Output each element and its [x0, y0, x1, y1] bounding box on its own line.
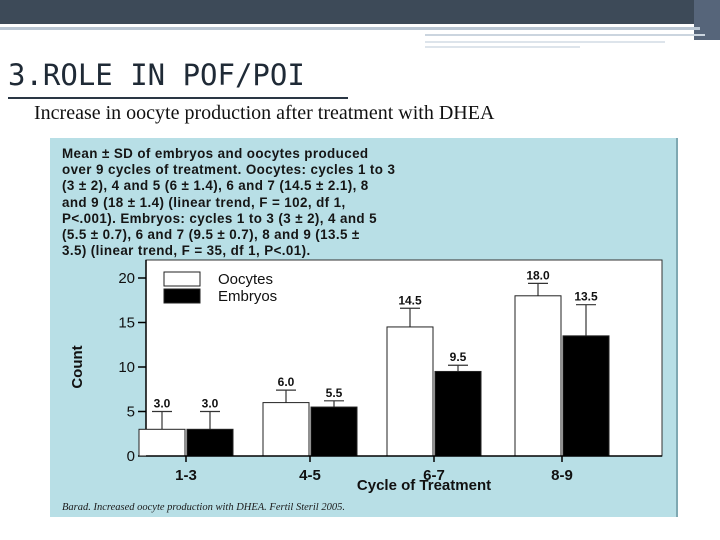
- caption-line: and 9 (18 ± 1.4) (linear trend, F = 102,…: [62, 194, 346, 210]
- data-label: 13.5: [574, 290, 598, 304]
- y-tick-label: 5: [127, 404, 135, 421]
- chart-svg: 0 5 10 15 20 Count 1-3 3.0 3.0 4-5 6.0 5.5 6-7 14.5 9.…: [69, 259, 663, 494]
- x-tick-label: 8-9: [551, 467, 573, 484]
- x-tick-label: 6-7: [423, 467, 445, 484]
- x-tick-label: 4-5: [299, 467, 321, 484]
- title-underline: [8, 97, 348, 99]
- slide-top-bar: [0, 0, 720, 24]
- caption-line: 3.5) (linear trend, F = 35, df 1, P<.01)…: [62, 243, 311, 259]
- decorative-rule: [0, 27, 700, 30]
- bar-oocytes: [138, 428, 186, 457]
- y-tick-label: 15: [118, 315, 135, 332]
- figure-caption: Mean ± SD of embryos and oocytes produce…: [62, 146, 668, 259]
- slide-title: 3.ROLE IN POF/POI: [8, 58, 305, 92]
- caption-line: (5.5 ± 0.7), 6 and 7 (9.5 ± 0.7), 8 and …: [62, 227, 360, 243]
- caption-line: over 9 cycles of treatment. Oocytes: cyc…: [62, 162, 396, 178]
- caption-line: Mean ± SD of embryos and oocytes produce…: [62, 146, 369, 161]
- y-tick-label: 10: [118, 359, 135, 376]
- legend-swatch-embryos: [163, 288, 201, 304]
- slide-subtitle: Increase in oocyte production after trea…: [34, 102, 495, 124]
- legend-label: Oocytes: [218, 271, 273, 288]
- bar-embryos: [434, 370, 482, 457]
- bar-chart: 0 5 10 15 20 Count 1-3 3.0 3.0 4-5 6.0 5.5 6-7 14.5 9.…: [50, 138, 678, 517]
- bar-embryos: [186, 428, 234, 457]
- data-label: 9.5: [450, 350, 467, 364]
- y-tick-label: 0: [127, 448, 135, 465]
- legend-label: Embryos: [218, 288, 277, 305]
- bar-oocytes: [514, 295, 562, 457]
- x-axis-label: Cycle of Treatment: [357, 477, 491, 494]
- caption-line: P<.001). Embryos: cycles 1 to 3 (3 ± 2),…: [62, 210, 377, 226]
- decorative-rule: [425, 41, 665, 43]
- y-tick-label: 20: [118, 270, 135, 287]
- legend-swatch-oocytes: [163, 271, 201, 287]
- decorative-rule: [425, 34, 705, 36]
- data-label: 5.5: [326, 386, 343, 400]
- figure-edge: [676, 138, 678, 517]
- figure-citation: Barad. Increased oocyte production with …: [62, 502, 345, 513]
- data-label: 3.0: [154, 397, 171, 411]
- decorative-rule: [425, 46, 580, 48]
- y-axis-label: Count: [69, 345, 86, 388]
- bar-oocytes: [262, 402, 310, 457]
- bar-embryos: [562, 335, 610, 457]
- data-label: 6.0: [278, 375, 295, 389]
- bar-oocytes: [386, 326, 434, 457]
- caption-line: (3 ± 2), 4 and 5 (6 ± 1.4), 6 and 7 (14.…: [62, 178, 369, 194]
- data-label: 14.5: [398, 293, 422, 307]
- data-label: 18.0: [526, 268, 550, 282]
- slide-top-accent: [694, 0, 720, 40]
- data-label: 3.0: [202, 397, 219, 411]
- x-tick-label: 1-3: [175, 467, 197, 484]
- bar-embryos: [310, 406, 358, 457]
